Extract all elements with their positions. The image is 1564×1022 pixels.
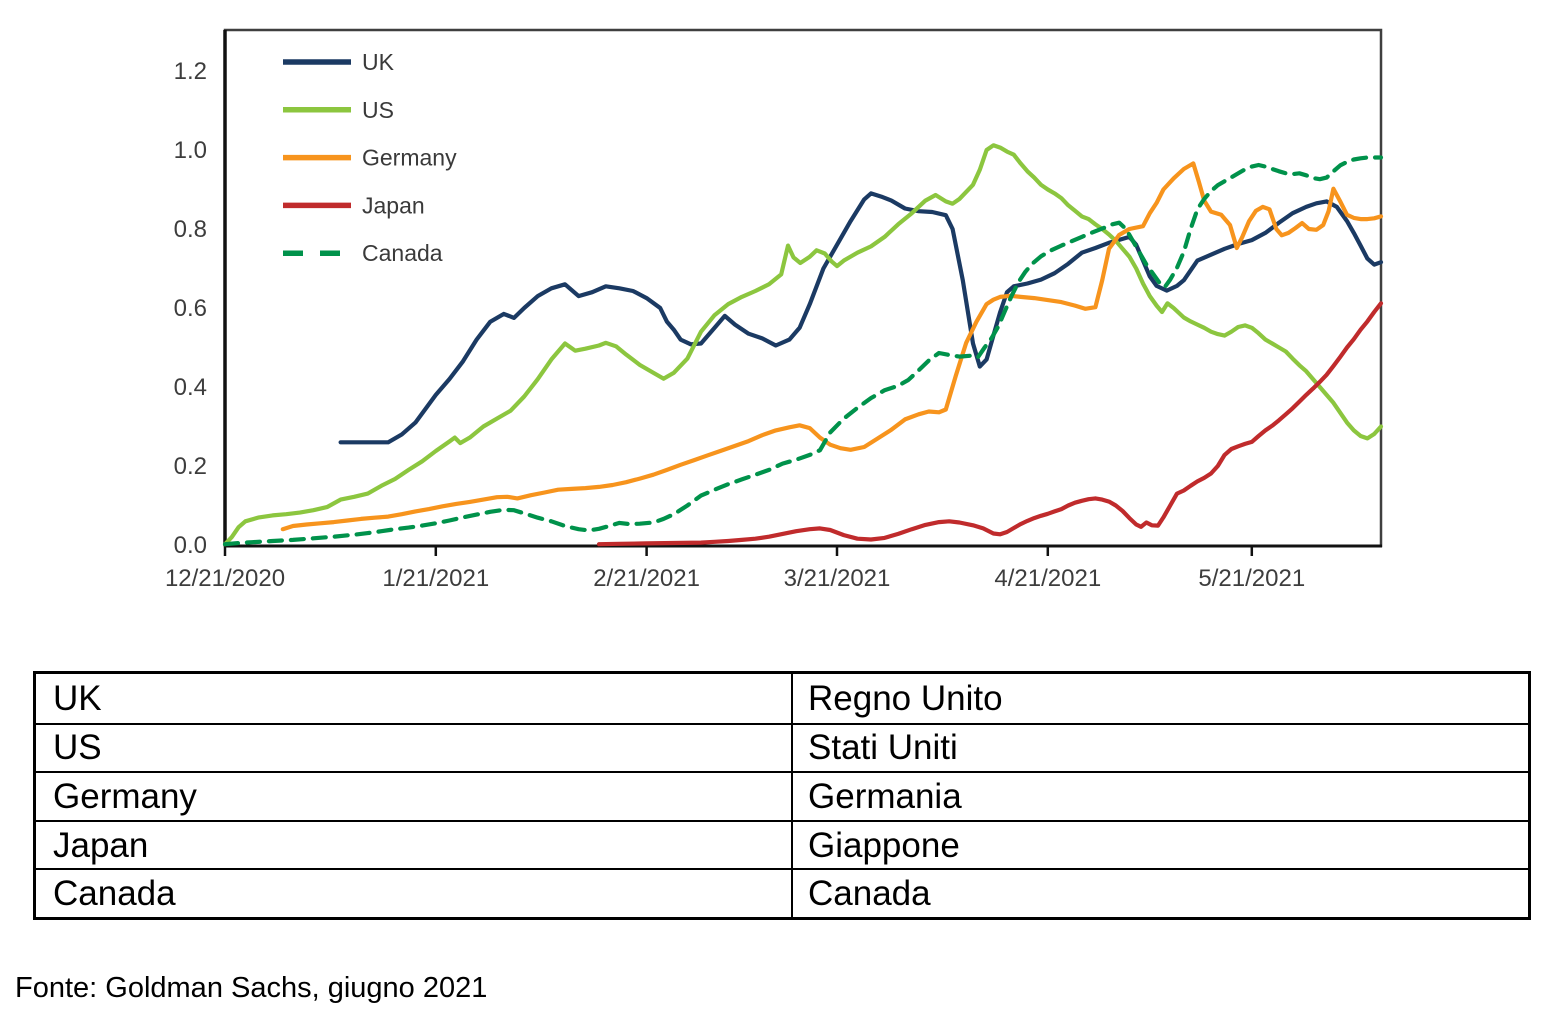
x-tick-label: 4/21/2021 <box>994 565 1101 592</box>
legend-label-uk: UK <box>362 49 395 75</box>
table-row: US Stati Uniti <box>36 722 1528 772</box>
y-tick-label: 1.0 <box>174 137 207 164</box>
y-tick-label: 0.6 <box>174 295 207 322</box>
x-tick-label: 1/21/2021 <box>382 565 489 592</box>
series-line-uk <box>338 191 1384 445</box>
table-cell-translation: Germania <box>791 773 1528 820</box>
table-cell-source: US <box>53 728 102 768</box>
series-line-germany <box>280 161 1384 532</box>
legend-label-canada: Canada <box>362 240 443 266</box>
table-row: Japan Giappone <box>36 819 1528 869</box>
legend-label-germany: Germany <box>362 145 457 171</box>
y-tick-label: 0.2 <box>174 453 207 480</box>
y-tick-label: 1.2 <box>174 58 207 85</box>
table-cell-source: UK <box>53 678 102 718</box>
x-tick-label: 2/21/2021 <box>593 565 700 592</box>
table-cell-translation: Canada <box>791 870 1528 917</box>
series-line-us <box>222 143 1384 547</box>
x-tick-label: 12/21/2020 <box>165 565 285 592</box>
x-tick-label: 5/21/2021 <box>1198 565 1305 592</box>
table-row: Canada Canada <box>36 868 1528 917</box>
chart-canvas: 12/21/2020 1/21/2021 2/21/2021 3/21/2021 4/2… <box>165 28 1384 592</box>
y-tick-label: 0.0 <box>174 532 207 559</box>
plot-border <box>223 28 1383 548</box>
table-cell-source: Canada <box>53 874 176 914</box>
table-row: UK Regno Unito <box>36 674 1528 723</box>
table-cell-translation: Regno Unito <box>791 674 1528 723</box>
translation-table: UK Regno Unito US Stati Uniti Germany Ge… <box>33 671 1531 920</box>
source-note: Fonte: Goldman Sachs, giugno 2021 <box>15 972 488 1004</box>
table-cell-translation: Stati Uniti <box>791 724 1528 772</box>
legend-label-japan: Japan <box>362 192 425 218</box>
series-line-japan <box>596 301 1384 547</box>
y-tick-label: 0.4 <box>174 374 207 401</box>
table-cell-source: Germany <box>53 776 197 816</box>
table-cell-translation: Giappone <box>791 821 1528 869</box>
series-line-canada <box>222 155 1384 547</box>
table-row: Germany Germania <box>36 771 1528 820</box>
y-tick-label: 0.8 <box>174 216 207 243</box>
table-cell-source: Japan <box>53 825 149 865</box>
legend-label-us: US <box>362 97 394 123</box>
x-tick-label: 3/21/2021 <box>784 565 891 592</box>
line-chart: 12/21/2020 1/21/2021 2/21/2021 3/21/2021 4/2… <box>165 28 1384 592</box>
